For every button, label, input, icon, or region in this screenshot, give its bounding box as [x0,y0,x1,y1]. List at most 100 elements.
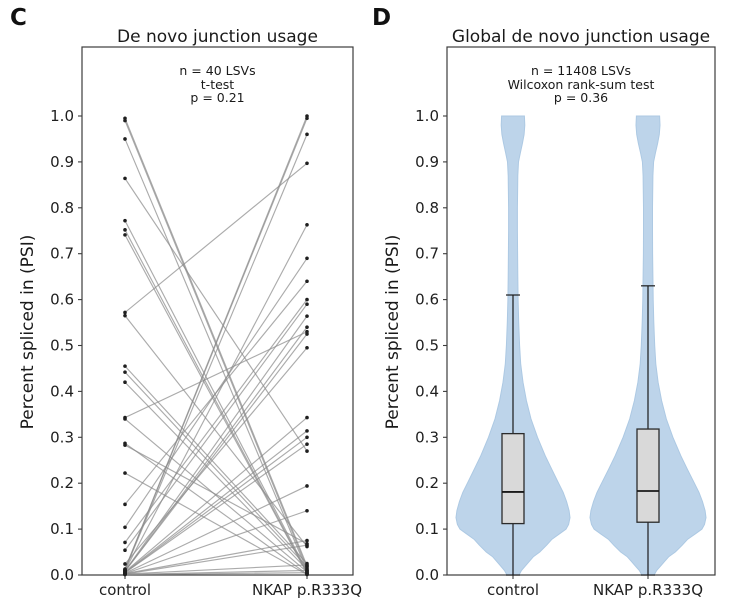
data-point-dot [305,449,309,453]
pair-line [124,134,308,571]
panel-c-y-axis-label: Percent spliced in (PSI) [18,234,38,430]
data-point-dot [305,538,309,543]
panel-c-annotation: n = 40 LSVs t-test p = 0.21 [82,64,353,105]
pair-line [124,257,308,528]
pair-line [124,315,308,572]
data-point-dot [305,161,309,166]
box-plot [501,432,525,525]
pair-line [124,315,308,547]
y-tick-label: 0.2 [415,474,439,492]
panel-d-annotation: n = 11408 LSVs Wilcoxon rank-sum test p … [447,64,715,105]
data-point-dot [305,415,309,420]
data-point-dot [123,562,127,566]
pair-line [124,485,308,574]
data-point-dot [123,137,127,141]
pair-line [124,138,308,571]
data-point-dot [123,176,127,181]
pair-line [124,417,308,573]
pair-line [124,510,308,575]
pair-line [124,381,308,570]
pair-line [124,436,308,574]
panel-c-annotation-p: p = 0.21 [190,90,245,105]
data-point-dot [123,228,127,232]
pair-line [124,544,308,575]
pair-line [124,303,308,551]
data-point-dot [305,484,309,488]
y-tick-label: 0.8 [50,199,74,217]
panel-d-title: Global de novo junction usage [451,27,711,47]
y-tick-label: 0.0 [50,566,74,584]
data-point-dot [123,471,127,475]
pair-line [124,430,308,573]
data-point-dot [123,540,127,545]
pair-line [124,162,308,313]
y-tick-label: 1.0 [415,107,439,125]
y-tick-label: 1.0 [50,107,74,125]
data-point-dot [305,314,309,318]
panel-d-annotation-p: p = 0.36 [553,90,609,105]
y-tick-label: 0.5 [415,337,439,355]
y-tick-label: 0.6 [415,291,439,309]
y-tick-label: 0.3 [50,428,74,446]
pair-line [124,443,308,574]
data-point-dot [305,256,309,261]
pair-line [124,371,308,568]
y-tick-label: 0.7 [50,245,74,263]
data-point-dot [123,548,127,553]
y-tick-label: 0.1 [415,520,439,538]
pair-line [124,333,308,572]
plot-border [446,46,716,576]
data-point-dot [305,345,309,350]
panel-c-annotation-n: n = 40 LSVs [179,63,256,78]
data-point-dot [305,435,309,440]
y-tick-label: 0.4 [50,382,74,400]
data-point-dot [123,417,127,421]
y-tick-label: 0.5 [50,337,74,355]
data-point-dot [305,563,309,567]
pair-line [124,472,308,576]
data-point-dot [123,218,127,223]
data-point-dot [305,332,309,336]
panel-d-annotation-test: Wilcoxon rank-sum test [507,76,655,92]
panel-c-letter: C [10,5,27,31]
panel-d-letter: D [372,5,392,31]
data-point-dot [123,502,127,507]
y-tick-label: 0.0 [415,566,439,584]
pair-line [124,365,308,564]
data-point-dot [123,313,127,318]
data-point-dot [305,302,309,306]
pair-line [124,326,308,572]
data-point-dot [123,370,127,374]
data-point-dot [305,570,309,575]
data-point-dot [305,279,309,284]
y-tick-label: 0.4 [415,382,439,400]
pair-line [124,220,308,572]
data-point-dot [305,543,309,547]
y-tick-label: 0.3 [415,428,439,446]
data-point-dot [123,364,127,368]
plot-border [81,46,354,576]
panel-c-annotation-test: t-test [200,76,235,92]
pair-line [124,564,308,575]
x-tick-label: control [99,581,151,599]
y-tick-label: 0.9 [50,153,74,171]
pair-line [124,234,308,574]
y-tick-label: 0.1 [50,520,74,538]
pair-line [124,540,308,575]
data-point-dot [305,132,309,137]
data-point-dot [123,118,127,123]
data-point-dot [305,297,309,302]
x-tick-label: control [487,581,539,599]
data-point-dot [305,325,309,329]
pair-line [124,347,308,565]
panel-d-annotation-n: n = 11408 LSVs [530,63,632,78]
box-plot [636,428,660,523]
panel-c-title: De novo junction usage [117,27,318,47]
x-tick-label: NKAP p.R333Q [593,581,703,599]
data-point-dot [305,116,309,121]
data-point-dot [123,525,127,530]
data-point-dot [305,222,309,227]
data-point-dot [123,233,127,237]
